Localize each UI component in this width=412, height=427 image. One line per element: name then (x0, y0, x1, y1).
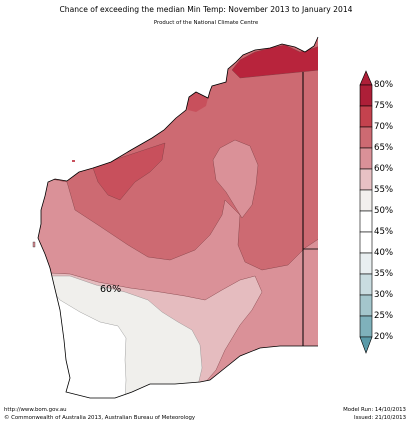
region-45-50 (52, 290, 126, 398)
legend-label-35: 35% (374, 269, 394, 279)
legend-cell-80 (359, 84, 373, 107)
legend-cell-35 (359, 273, 373, 296)
legend-cell-30 (359, 294, 373, 317)
legend-arrow-down (359, 336, 373, 354)
island-northwest (72, 160, 75, 162)
legend-label-60: 60% (374, 164, 394, 174)
region-60-65-interior (213, 140, 258, 218)
map-subtitle: Product of the National Climate Centre (153, 20, 259, 26)
legend-colorbar (359, 70, 373, 354)
legend-label-75: 75% (374, 101, 394, 111)
legend-label-55: 55% (374, 185, 394, 195)
legend-label-20: 20% (374, 332, 394, 342)
legend-cell-65 (359, 147, 373, 170)
legend-cell-70 (359, 126, 373, 149)
legend-label-45: 45% (374, 227, 394, 237)
contour-label-60: 60% (100, 284, 121, 295)
footer-url[interactable]: http://www.bom.gov.au (4, 407, 67, 413)
coastline (37, 36, 319, 399)
island-shark-bay (32, 241, 36, 248)
region-75-80-kimberley (232, 45, 318, 78)
legend-cell-60 (359, 168, 373, 191)
legend-label-50: 50% (374, 206, 394, 216)
legend-label-40: 40% (374, 248, 394, 258)
legend-cell-40 (359, 252, 373, 275)
legend-cell-25 (359, 315, 373, 338)
legend-cell-45 (359, 231, 373, 254)
region-70-75-north (93, 143, 165, 200)
legend-label-30: 30% (374, 290, 394, 300)
legend-label-80: 80% (374, 80, 394, 90)
region-70-75-pilbara (186, 92, 208, 112)
legend-label-25: 25% (374, 311, 394, 321)
legend-cell-75 (359, 105, 373, 128)
footer-issued: Issued: 21/10/2013 (354, 415, 406, 421)
footer-copyright: © Commonwealth of Australia 2013, Austra… (4, 415, 196, 421)
legend-cell-50 (359, 210, 373, 233)
map-title: Chance of exceeding the median Min Temp:… (59, 5, 353, 14)
legend-label-70: 70% (374, 122, 394, 132)
legend-arrow-up (359, 70, 373, 86)
footer-model-run: Model Run: 14/10/2013 (343, 407, 406, 413)
legend-cell-55 (359, 189, 373, 212)
legend-label-65: 65% (374, 143, 394, 153)
